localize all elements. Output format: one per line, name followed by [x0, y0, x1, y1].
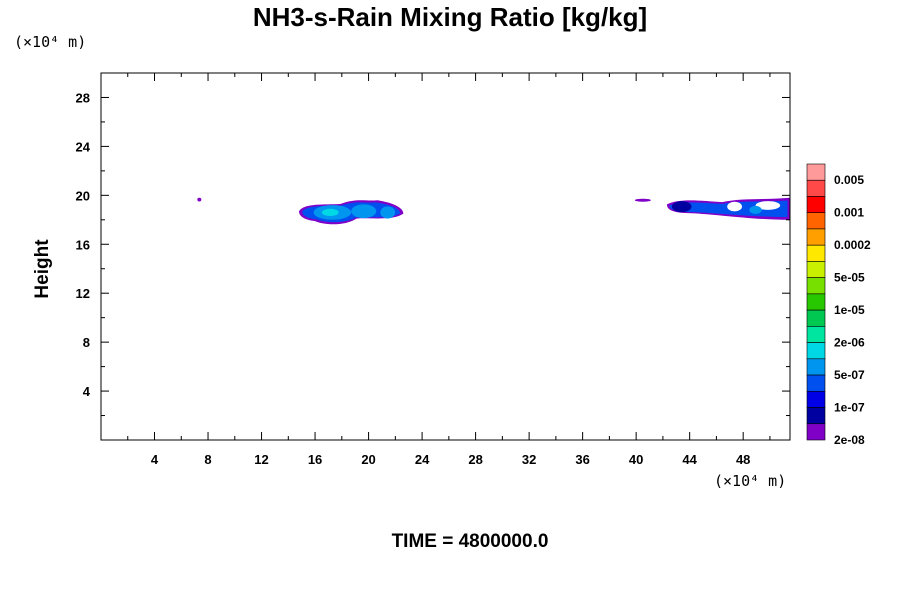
- colorbar-swatch: [806, 228, 826, 246]
- colorbar-swatch: [806, 163, 826, 181]
- data-regions: [197, 197, 790, 225]
- colorbar: 0.005 0.001 0.0002 5e-05 1e-05 2e-06 5e-07 1e-0…: [806, 163, 871, 447]
- colorbar-label: 5e-05: [834, 271, 865, 285]
- colorbar-label: 1e-05: [834, 303, 865, 317]
- colorbar-swatch: [806, 358, 826, 376]
- colorbar-swatch: [806, 277, 826, 295]
- x-tick-label: 12: [254, 452, 268, 467]
- x-tick-label: 24: [415, 452, 430, 467]
- y-tick-label: 8: [83, 335, 90, 350]
- y-tick-label: 4: [83, 384, 91, 399]
- colorbar-swatch: [806, 179, 826, 197]
- region-core-peak: [321, 208, 339, 217]
- x-unit-label: (×10⁴ m): [714, 472, 787, 490]
- region-core: [671, 201, 692, 213]
- colorbar-swatch: [806, 407, 826, 425]
- x-tick-label: 20: [361, 452, 375, 467]
- x-tick-label: 4: [151, 452, 159, 467]
- time-label: TIME = 4800000.0: [391, 531, 549, 552]
- x-tick-label: 44: [682, 452, 697, 467]
- x-tick-label: 48: [736, 452, 750, 467]
- region-core: [380, 206, 396, 219]
- colorbar-swatch: [806, 390, 826, 408]
- colorbar-swatch: [806, 261, 826, 278]
- colorbar-swatch: [806, 342, 826, 360]
- region-core: [749, 205, 762, 214]
- plot-frame: [100, 72, 791, 441]
- x-tick-label: 40: [629, 452, 643, 467]
- colorbar-label: 5e-07: [834, 368, 865, 382]
- colorbar-swatch: [806, 423, 826, 441]
- x-tick-label: 36: [575, 452, 589, 467]
- colorbar-label: 0.005: [834, 173, 864, 187]
- region-hole: [755, 201, 781, 210]
- y-tick-label: 12: [76, 286, 90, 301]
- colorbar-swatch: [806, 326, 826, 343]
- colorbar-label: 0.0002: [834, 238, 871, 252]
- region-central-cloud: [299, 200, 404, 225]
- region-right-cloud: [666, 197, 790, 220]
- chart-title: NH3-s-Rain Mixing Ratio [kg/kg]: [252, 2, 648, 32]
- y-tick-label: 24: [76, 139, 91, 154]
- y-tick-label: 16: [76, 237, 90, 252]
- region-core: [351, 204, 377, 219]
- y-unit-label: (×10⁴ m): [14, 33, 87, 51]
- colorbar-label: 1e-07: [834, 401, 865, 415]
- colorbar-swatch: [806, 293, 826, 311]
- colorbar-swatch: [806, 374, 826, 392]
- colorbar-swatch: [806, 212, 826, 230]
- x-tick-label: 28: [468, 452, 482, 467]
- colorbar-swatch: [806, 196, 826, 214]
- region-hole: [727, 201, 742, 212]
- x-tick-label: 8: [204, 452, 211, 467]
- region-speck: [197, 197, 202, 202]
- colorbar-label: 0.001: [834, 206, 864, 220]
- x-tick-label: 16: [308, 452, 322, 467]
- region-small-specks: [634, 198, 651, 202]
- colorbar-swatch: [806, 309, 826, 327]
- region-shape: [634, 198, 651, 202]
- colorbar-label: 2e-08: [834, 433, 865, 447]
- x-tick-label: 32: [522, 452, 536, 467]
- colorbar-swatch: [806, 244, 826, 262]
- colorbar-label: 2e-06: [834, 336, 865, 350]
- y-tick-label: 20: [76, 188, 90, 203]
- region-shape: [197, 197, 202, 202]
- y-tick-label: 28: [76, 90, 90, 105]
